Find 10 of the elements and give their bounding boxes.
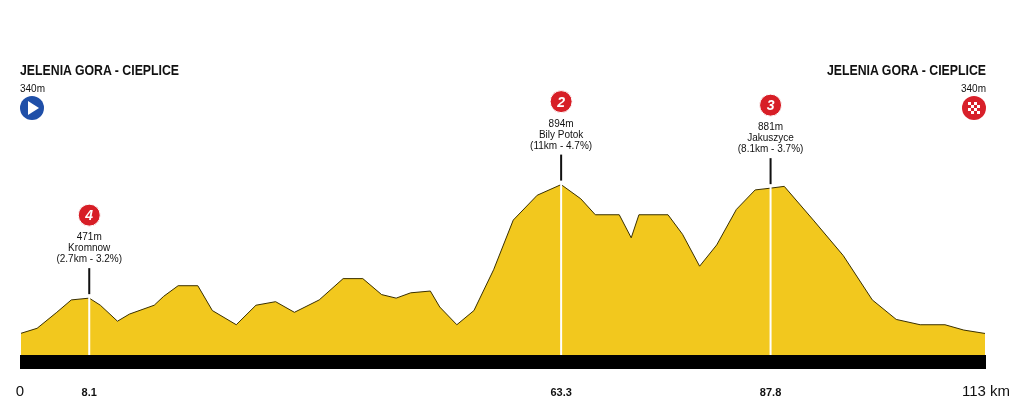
x-tick-label: 8.1 bbox=[81, 386, 97, 398]
annotation: 3 881m Jakuszyce (8.1km - 3.7%) bbox=[737, 97, 804, 155]
x-tick-label: 63.3 bbox=[550, 386, 572, 398]
annotation: 2 894m Bily Potok (11km - 4.7%) bbox=[530, 93, 593, 151]
text: JELENIA GORA - CIEPLICE 340m bbox=[20, 62, 180, 94]
x-tick-label: 0 bbox=[15, 382, 25, 399]
x-tick-label: 87.8 bbox=[759, 386, 782, 398]
x-tick-label: 113 km bbox=[961, 382, 1011, 399]
annotation: 4 471m Kromnow (2.7km - 3.2%) bbox=[56, 207, 123, 265]
text: JELENIA GORA - CIEPLICE 340m bbox=[826, 62, 987, 94]
